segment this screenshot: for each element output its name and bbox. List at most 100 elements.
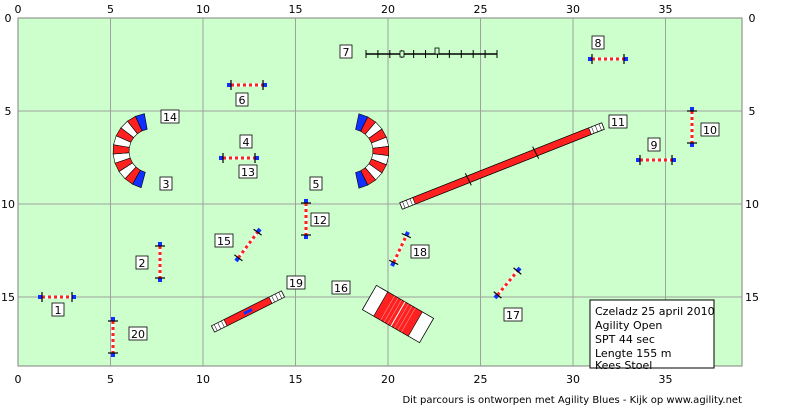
y-tick-left: 10 bbox=[1, 198, 15, 211]
a-frame-slat bbox=[383, 297, 399, 323]
seesaw-pivot bbox=[243, 308, 253, 315]
x-tick-bottom: 5 bbox=[107, 373, 114, 386]
a-frame-slat bbox=[380, 295, 395, 321]
number-text: 3 bbox=[163, 178, 170, 191]
y-tick-left: 15 bbox=[1, 291, 15, 304]
weave-marker bbox=[399, 50, 405, 58]
number-text: 15 bbox=[217, 235, 231, 248]
a-frame-slat bbox=[397, 305, 413, 331]
y-tick-right: 5 bbox=[749, 105, 756, 118]
number-box bbox=[331, 280, 351, 295]
hurdle-upright bbox=[401, 232, 412, 239]
number-box bbox=[235, 92, 249, 107]
y-tick-right: 15 bbox=[745, 291, 759, 304]
x-tick-bottom: 20 bbox=[381, 373, 395, 386]
number-text: 2 bbox=[139, 257, 146, 270]
y-tick-left: 0 bbox=[5, 12, 12, 25]
number-box bbox=[286, 275, 306, 290]
number-box bbox=[135, 255, 149, 270]
number-box bbox=[160, 109, 180, 124]
tunnel-3-14-segment bbox=[135, 113, 148, 132]
number-box bbox=[339, 44, 353, 59]
x-tick-bottom: 15 bbox=[289, 373, 303, 386]
tunnel-5-segment bbox=[355, 170, 369, 189]
number-text: 19 bbox=[289, 277, 303, 290]
a-frame-slat bbox=[387, 299, 402, 325]
info-line-length: Lengte 155 m bbox=[595, 347, 671, 360]
info-box: Czeladz 25 april 2010 Agility Open SPT 4… bbox=[589, 299, 715, 372]
dog-walk-plank-stripe bbox=[402, 201, 406, 209]
number-text: 18 bbox=[413, 246, 427, 259]
hurdle-bar-stripes bbox=[237, 231, 259, 259]
number-label-19: 19 bbox=[286, 275, 306, 290]
hurdle bbox=[219, 153, 259, 163]
number-label-9: 9 bbox=[647, 137, 661, 152]
hurdle bbox=[227, 80, 267, 90]
y-tick-left: 5 bbox=[5, 105, 12, 118]
number-text: 8 bbox=[595, 37, 602, 50]
number-label-14: 14 bbox=[160, 109, 180, 124]
number-text: 12 bbox=[313, 214, 327, 227]
number-box bbox=[51, 302, 65, 317]
hurdle-upright bbox=[513, 267, 522, 275]
weave-poles bbox=[365, 47, 498, 58]
tunnel-3-14 bbox=[112, 113, 148, 189]
x-tick-top: 30 bbox=[566, 3, 580, 16]
number-box bbox=[214, 233, 234, 248]
hurdle-upright bbox=[493, 291, 502, 299]
seesaw-plank-stripe bbox=[271, 295, 275, 303]
hurdle-wing bbox=[256, 227, 262, 234]
hurdle-wing bbox=[234, 256, 240, 263]
info-line-date: Czeladz 25 april 2010 bbox=[595, 305, 715, 318]
seesaw-plank-stripe bbox=[213, 324, 218, 331]
number-label-7: 7 bbox=[339, 44, 353, 59]
number-text: 13 bbox=[241, 166, 255, 179]
hurdle-bar-stripes bbox=[496, 270, 519, 296]
number-text: 5 bbox=[313, 178, 320, 191]
number-text: 4 bbox=[243, 136, 250, 149]
number-box bbox=[128, 326, 148, 341]
number-label-10: 10 bbox=[700, 122, 720, 137]
x-tick-top: 20 bbox=[381, 3, 395, 16]
number-label-12: 12 bbox=[310, 212, 330, 227]
y-tick-right: 10 bbox=[745, 198, 759, 211]
number-text: 9 bbox=[651, 139, 658, 152]
number-text: 17 bbox=[506, 309, 520, 322]
number-label-8: 8 bbox=[591, 35, 605, 50]
number-box bbox=[608, 114, 628, 129]
x-tick-bottom: 0 bbox=[15, 373, 22, 386]
hurdle bbox=[388, 231, 412, 267]
number-box bbox=[503, 307, 523, 322]
seesaw bbox=[210, 290, 286, 333]
number-label-11: 11 bbox=[608, 114, 628, 129]
info-line-spt: SPT 44 sec bbox=[595, 333, 655, 346]
number-label-4: 4 bbox=[239, 134, 253, 149]
number-text: 20 bbox=[131, 328, 145, 341]
number-text: 7 bbox=[343, 46, 350, 59]
number-box bbox=[309, 176, 323, 191]
number-label-15: 15 bbox=[214, 233, 234, 248]
x-tick-top: 0 bbox=[15, 3, 22, 16]
number-text: 10 bbox=[703, 124, 717, 137]
x-tick-top: 15 bbox=[289, 3, 303, 16]
x-tick-top: 10 bbox=[196, 3, 210, 16]
dog-walk-joint bbox=[532, 146, 540, 159]
info-line-class: Agility Open bbox=[595, 319, 662, 332]
hurdle bbox=[108, 317, 118, 357]
number-label-5: 5 bbox=[309, 176, 323, 191]
number-box bbox=[591, 35, 605, 50]
number-box bbox=[238, 164, 258, 179]
hurdle bbox=[636, 155, 676, 165]
number-label-2: 2 bbox=[135, 255, 149, 270]
a-frame bbox=[361, 284, 435, 344]
number-box bbox=[410, 244, 430, 259]
dog-walk-plank-stripe bbox=[594, 125, 599, 132]
hurdle-upright bbox=[234, 254, 243, 262]
hurdle-bar-stripes bbox=[392, 234, 408, 264]
y-tick-right: 0 bbox=[749, 12, 756, 25]
tunnel-5 bbox=[355, 113, 390, 189]
hurdles bbox=[38, 54, 697, 357]
number-text: 14 bbox=[163, 111, 177, 124]
a-frame-slat bbox=[394, 303, 409, 329]
